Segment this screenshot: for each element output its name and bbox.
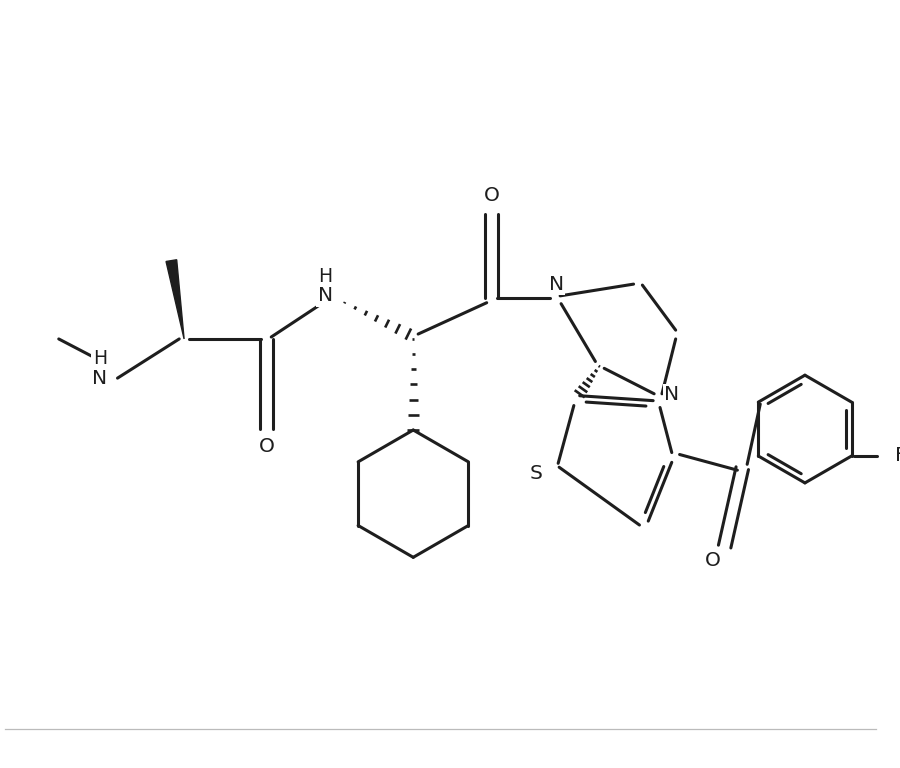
Text: H: H bbox=[93, 349, 107, 368]
Text: O: O bbox=[483, 187, 500, 206]
Text: S: S bbox=[529, 464, 542, 482]
Text: F: F bbox=[895, 446, 900, 465]
Text: O: O bbox=[258, 437, 274, 456]
Text: H: H bbox=[318, 266, 332, 286]
Text: O: O bbox=[705, 551, 721, 570]
Text: N: N bbox=[93, 369, 107, 388]
Text: N: N bbox=[549, 275, 563, 293]
Text: N: N bbox=[664, 386, 680, 404]
Polygon shape bbox=[166, 260, 184, 339]
Text: N: N bbox=[318, 286, 333, 306]
